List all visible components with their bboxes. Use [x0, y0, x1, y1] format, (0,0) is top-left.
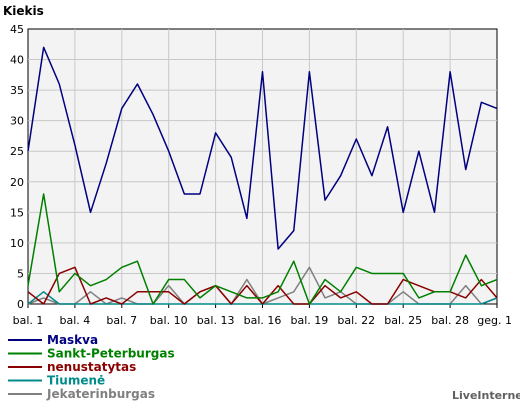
- series-layer: [27, 46, 498, 305]
- legend: MaskvaSankt-PeterburgasnenustatytasTiume…: [8, 333, 175, 401]
- x-tick-label: bal. 7: [106, 314, 137, 327]
- y-tick-label: 25: [10, 145, 24, 158]
- x-tick-label: bal. 16: [244, 314, 282, 327]
- series-line-sankt-peterburgas: [27, 193, 498, 305]
- legend-label: nenustatytas: [47, 360, 136, 374]
- x-tick-label: bal. 10: [150, 314, 188, 327]
- x-tick-label: bal. 22: [337, 314, 375, 327]
- legend-label: Tiumenė: [47, 374, 105, 388]
- y-axis: 0 5 10 15 20 25 30 35 40 45: [10, 23, 24, 311]
- legend-label: Maskva: [47, 333, 98, 347]
- x-tick-label: bal. 28: [431, 314, 469, 327]
- x-tick-label: bal. 4: [60, 314, 91, 327]
- y-tick-label: 15: [10, 206, 24, 219]
- series-line-maskva: [27, 46, 498, 250]
- watermark-text: LiveInternet: [452, 389, 520, 402]
- y-tick-label: 10: [10, 237, 24, 250]
- x-tick-label: bal. 19: [291, 314, 329, 327]
- y-tick-label: 30: [10, 115, 24, 128]
- x-tick-label: bal. 13: [197, 314, 235, 327]
- y-tick-label: 45: [10, 23, 24, 36]
- x-tick-label: bal. 1: [13, 314, 44, 327]
- x-tick-label: geg. 1: [477, 314, 512, 327]
- y-tick-label: 40: [10, 54, 24, 67]
- chart-title: Kiekis: [3, 4, 44, 18]
- y-tick-label: 5: [17, 267, 24, 280]
- y-tick-label: 20: [10, 176, 24, 189]
- x-axis: bal. 1 bal. 4 bal. 7 bal. 10 bal. 13 bal. 16 b…: [13, 304, 512, 327]
- y-tick-label: 0: [17, 298, 24, 311]
- legend-label: Sankt-Peterburgas: [47, 347, 175, 361]
- legend-label: Jekaterinburgas: [46, 387, 155, 401]
- series-line-nenustatytas: [27, 266, 498, 305]
- y-tick-label: 35: [10, 84, 24, 97]
- x-tick-label: bal. 25: [384, 314, 422, 327]
